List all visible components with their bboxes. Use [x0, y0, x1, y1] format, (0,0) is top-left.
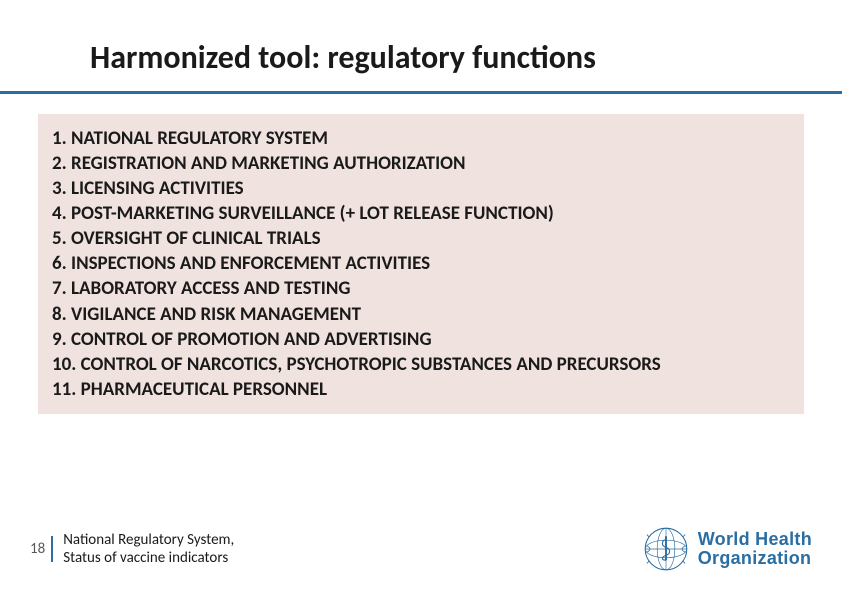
list-item: 9. CONTROL OF PROMOTION AND ADVERTISING	[52, 327, 790, 352]
footer-line-2: Status of vaccine indicators	[63, 549, 234, 567]
who-logo-text: World Health Organization	[698, 530, 812, 568]
list-item: 8. VIGILANCE AND RISK MANAGEMENT	[52, 302, 790, 327]
who-logo: World Health Organization	[642, 525, 812, 573]
title-underline	[0, 91, 842, 94]
page-number: 18	[30, 540, 45, 558]
list-item: 5. OVERSIGHT OF CLINICAL TRIALS	[52, 226, 790, 251]
list-item: 2. REGISTRATION AND MARKETING AUTHORIZAT…	[52, 151, 790, 176]
footer-line-1: National Regulatory System,	[63, 531, 234, 549]
list-item: 11. PHARMACEUTICAL PERSONNEL	[52, 377, 790, 402]
page-number-divider	[51, 536, 53, 562]
list-item: 6. INSPECTIONS AND ENFORCEMENT ACTIVITIE…	[52, 251, 790, 276]
slide-title: Harmonized tool: regulatory functions	[0, 0, 842, 91]
list-item: 3. LICENSING ACTIVITIES	[52, 176, 790, 201]
list-item: 1. NATIONAL REGULATORY SYSTEM	[52, 126, 790, 151]
list-item: 7. LABORATORY ACCESS AND TESTING	[52, 276, 790, 301]
list-item: 4. POST-MARKETING SURVEILLANCE (+ LOT RE…	[52, 201, 790, 226]
list-item: 10. CONTROL OF NARCOTICS, PSYCHOTROPIC S…	[52, 352, 790, 377]
who-logo-line-1: World Health	[698, 530, 812, 549]
slide-footer: 18 National Regulatory System, Status of…	[0, 525, 842, 573]
footer-caption: National Regulatory System, Status of va…	[63, 531, 234, 567]
functions-list-box: 1. NATIONAL REGULATORY SYSTEM 2. REGISTR…	[38, 114, 804, 414]
who-logo-line-2: Organization	[698, 549, 812, 568]
who-emblem-icon	[642, 525, 690, 573]
